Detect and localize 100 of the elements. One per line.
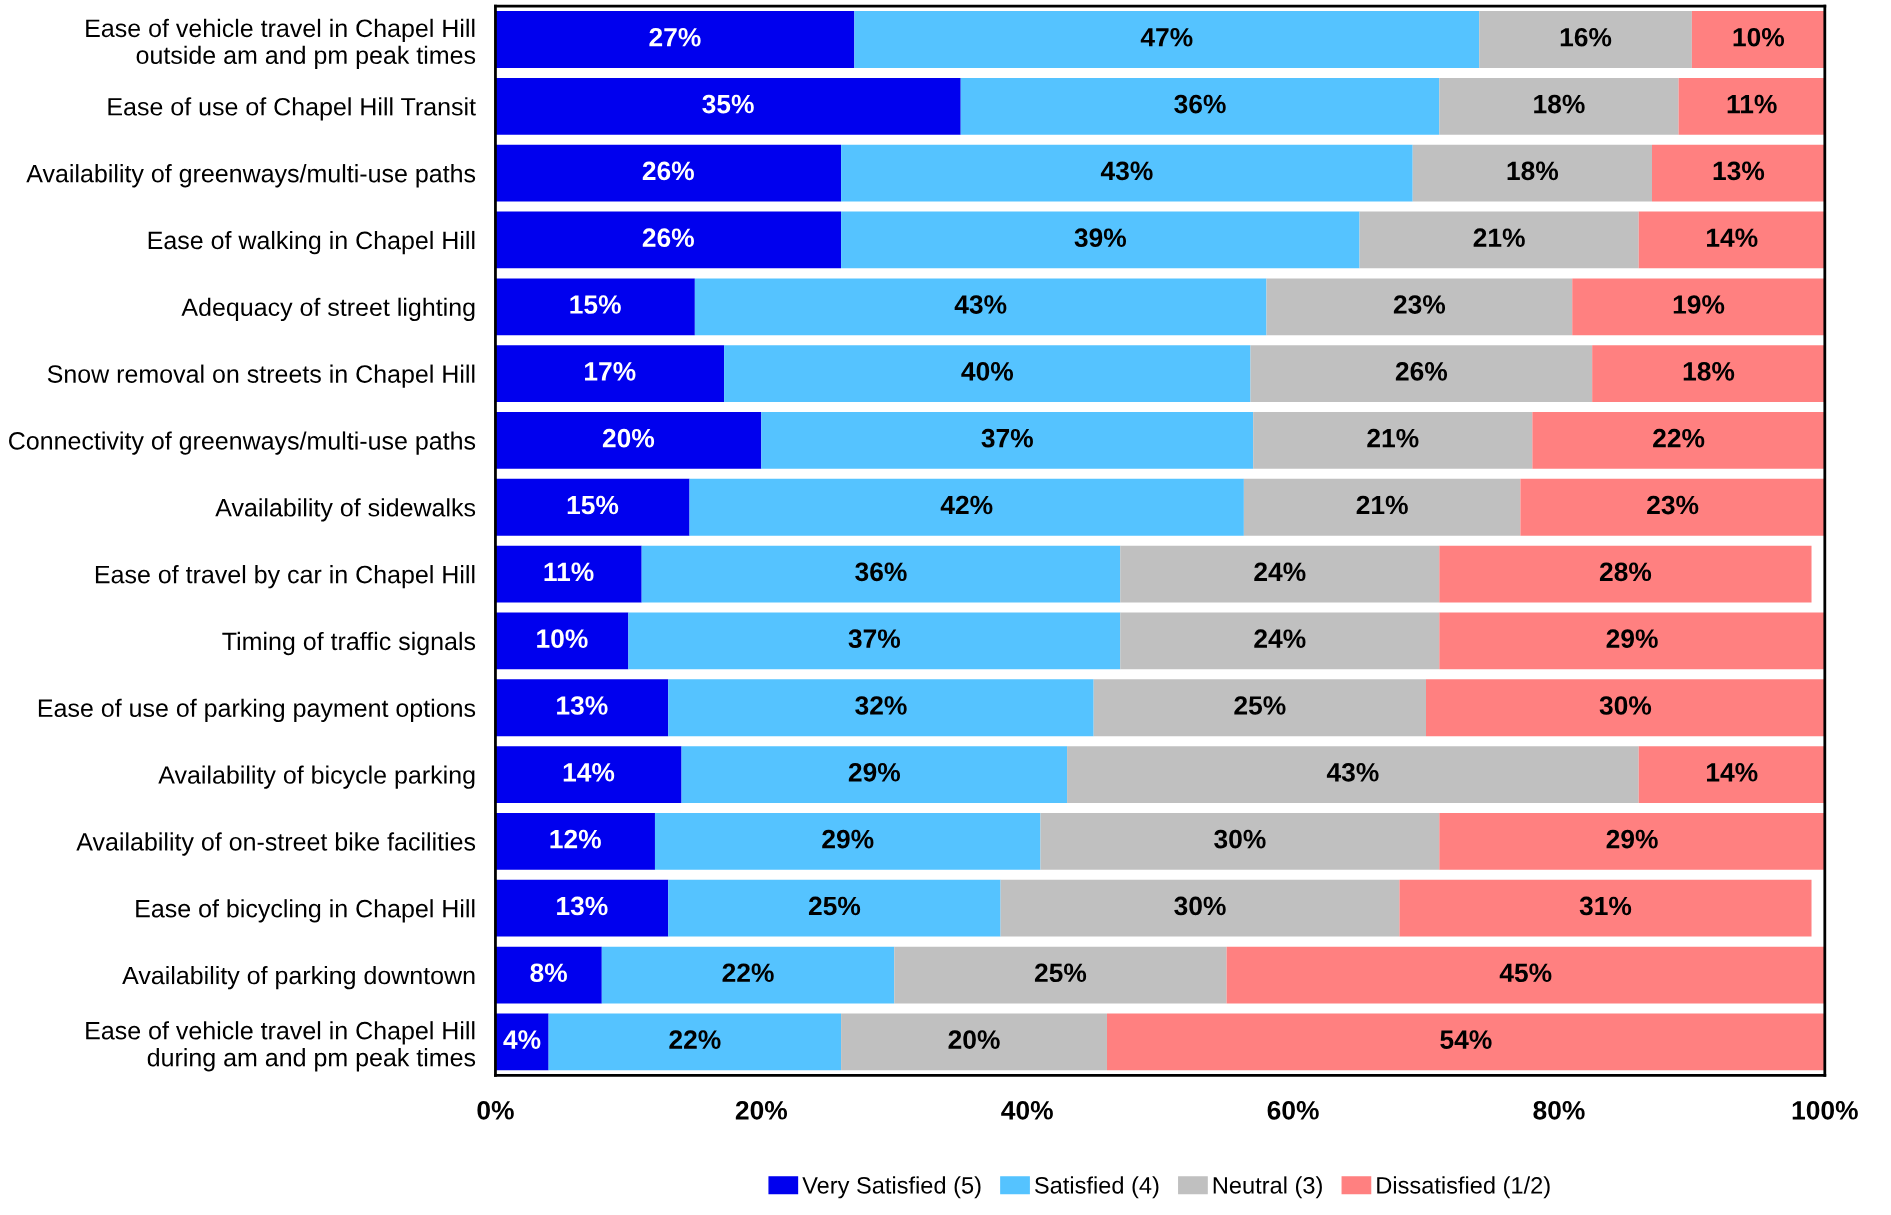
y-tick-label: Ease of use of parking payment options bbox=[38, 698, 476, 722]
data-label: 43% bbox=[1100, 161, 1153, 181]
bar bbox=[694, 278, 1267, 336]
bar bbox=[1000, 879, 1400, 937]
y-tick-label: Timing of traffic signals bbox=[222, 631, 476, 656]
bar bbox=[548, 1013, 842, 1071]
data-label: 25% bbox=[808, 896, 861, 916]
bar bbox=[1520, 478, 1825, 536]
bar bbox=[960, 77, 1440, 135]
data-label: 11% bbox=[1727, 94, 1777, 114]
bar bbox=[841, 1013, 1107, 1071]
data-label: 32% bbox=[855, 696, 907, 715]
bar bbox=[495, 211, 842, 269]
data-label: 16% bbox=[1560, 27, 1612, 47]
bar bbox=[854, 11, 1480, 68]
bar bbox=[1226, 946, 1825, 1004]
bar bbox=[1439, 545, 1812, 603]
bar bbox=[495, 612, 629, 670]
data-label: 29% bbox=[1606, 829, 1658, 849]
data-label: 4% bbox=[503, 1030, 541, 1049]
bar bbox=[1439, 77, 1679, 135]
data-label: 15% bbox=[567, 495, 619, 515]
x-tick-label: 80% bbox=[1533, 1100, 1585, 1120]
y-tick-label: Availability of greenways/multi-use paths bbox=[26, 164, 476, 188]
data-label: 43% bbox=[1326, 762, 1379, 782]
y-tick-label: Snow removal on streets in Chapel Hill bbox=[47, 364, 475, 388]
data-label: 13% bbox=[1713, 161, 1765, 181]
data-label: 17% bbox=[585, 362, 636, 381]
y-tick-label: Connectivity of greenways/multi-use paths bbox=[9, 431, 476, 455]
bar bbox=[1120, 545, 1440, 603]
data-label: 18% bbox=[1683, 362, 1735, 381]
data-label: 37% bbox=[848, 629, 901, 649]
bar bbox=[841, 211, 1360, 269]
data-label: 54% bbox=[1440, 1030, 1492, 1049]
bar bbox=[668, 679, 1094, 737]
y-tick-label: Availability of bicycle parking bbox=[158, 765, 475, 789]
data-label: 35% bbox=[702, 94, 754, 114]
bar bbox=[724, 345, 1251, 403]
data-label: 37% bbox=[981, 428, 1033, 448]
data-label: 22% bbox=[669, 1030, 721, 1049]
data-label: 13% bbox=[557, 696, 608, 715]
data-label: 19% bbox=[1673, 295, 1725, 314]
bar bbox=[689, 478, 1244, 536]
bar bbox=[495, 679, 669, 737]
bar bbox=[1652, 144, 1825, 202]
data-label: 21% bbox=[1473, 228, 1525, 247]
y-tick-label: Availability of sidewalks bbox=[215, 498, 476, 522]
data-label: 31% bbox=[1579, 896, 1632, 916]
bar bbox=[1678, 77, 1825, 135]
data-label: 25% bbox=[1034, 963, 1087, 983]
x-tick-label: 0% bbox=[477, 1100, 514, 1120]
bar bbox=[1250, 345, 1593, 403]
bar bbox=[1439, 612, 1825, 670]
bar bbox=[1040, 812, 1440, 870]
bar bbox=[1532, 412, 1825, 469]
data-label: 24% bbox=[1254, 629, 1306, 648]
bar bbox=[495, 545, 642, 603]
x-tick-label: 100% bbox=[1792, 1100, 1858, 1120]
legend-label: Neutral (3) bbox=[1213, 1176, 1322, 1199]
bar bbox=[1638, 746, 1825, 803]
bar bbox=[761, 412, 1254, 469]
x-tick-label: 40% bbox=[1001, 1100, 1053, 1120]
data-label: 13% bbox=[557, 896, 608, 916]
bar bbox=[681, 746, 1068, 803]
bar bbox=[495, 77, 961, 135]
bar bbox=[1439, 812, 1825, 870]
bar bbox=[1359, 211, 1639, 269]
data-label: 15% bbox=[570, 295, 621, 314]
bar bbox=[495, 345, 725, 403]
data-label: 18% bbox=[1534, 94, 1585, 114]
y-tick-label: Ease of walking in Chapel Hill bbox=[148, 230, 475, 255]
bar bbox=[628, 612, 1121, 670]
y-tick-label: Availability of on-street bike facilities bbox=[76, 832, 476, 856]
bar bbox=[495, 412, 762, 469]
data-label: 40% bbox=[961, 362, 1014, 381]
bar bbox=[495, 478, 690, 536]
data-label: 23% bbox=[1647, 495, 1699, 515]
data-label: 30% bbox=[1599, 696, 1652, 715]
bar bbox=[1572, 278, 1825, 336]
y-tick-label: Ease of use of Chapel Hill Transit bbox=[108, 97, 476, 121]
data-label: 14% bbox=[1707, 763, 1758, 782]
data-label: 11% bbox=[544, 562, 594, 582]
data-label: 21% bbox=[1367, 428, 1419, 448]
y-tick-label: Availability of parking downtown bbox=[122, 965, 475, 990]
data-label: 27% bbox=[649, 27, 701, 47]
bar bbox=[654, 812, 1041, 870]
data-label: 25% bbox=[1234, 696, 1286, 715]
bar bbox=[1426, 679, 1825, 737]
bar bbox=[1253, 412, 1533, 469]
bar bbox=[894, 946, 1227, 1004]
bar bbox=[841, 144, 1413, 202]
data-label: 10% bbox=[1733, 27, 1785, 47]
bar bbox=[495, 278, 695, 336]
bar bbox=[1479, 11, 1692, 68]
data-label: 18% bbox=[1507, 161, 1559, 181]
data-label: 30% bbox=[1214, 829, 1266, 849]
data-label: 26% bbox=[642, 161, 694, 181]
bar bbox=[1638, 211, 1825, 269]
data-label: 21% bbox=[1356, 495, 1408, 515]
data-label: 26% bbox=[642, 228, 694, 248]
